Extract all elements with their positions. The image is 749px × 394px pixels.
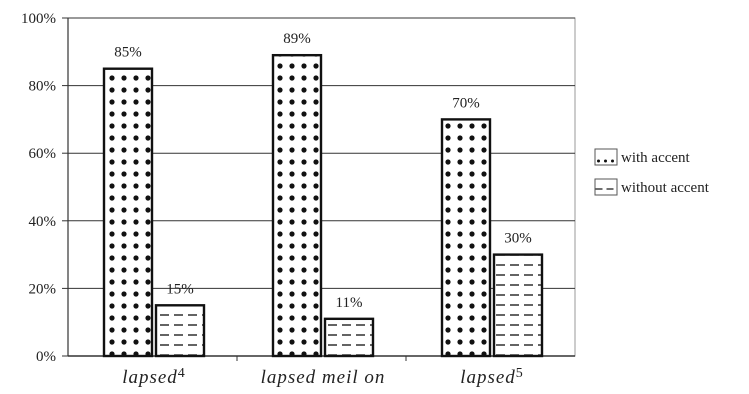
- x-axis-labels: lapsed4 lapsed meil on lapsed5: [122, 366, 524, 388]
- bar-with-accent-3: [440, 118, 492, 358]
- legend-swatch-without-accent: [594, 178, 618, 196]
- data-label: 85%: [114, 45, 142, 61]
- data-label: 15%: [166, 281, 194, 297]
- data-label: 11%: [336, 295, 363, 311]
- bar-without-accent-1: [154, 304, 206, 358]
- data-labels: 85% 15% 89% 11% 70% 30%: [114, 31, 532, 311]
- x-category-label: lapsed4: [122, 366, 186, 388]
- x-category-superscript: 5: [516, 366, 524, 381]
- bar-without-accent-2: [323, 317, 375, 358]
- data-label: 89%: [283, 31, 311, 47]
- y-axis-ticks: 0% 20% 40% 60% 80% 100%: [21, 11, 68, 365]
- legend-label: with accent: [621, 150, 691, 166]
- y-tick-label: 0%: [36, 349, 56, 365]
- legend-swatch-with-accent: [594, 148, 618, 166]
- y-tick-label: 20%: [29, 281, 57, 297]
- bars: [102, 53, 544, 358]
- x-category-label: lapsed meil on: [261, 367, 386, 388]
- bar-without-accent-3: [492, 253, 544, 358]
- y-tick-label: 100%: [21, 11, 56, 27]
- data-label: 30%: [504, 231, 532, 247]
- bar-with-accent-2: [271, 53, 323, 358]
- x-category-label: lapsed5: [460, 366, 524, 388]
- data-label: 70%: [452, 95, 480, 111]
- y-tick-label: 60%: [29, 146, 57, 162]
- y-tick-label: 80%: [29, 79, 57, 95]
- bar-with-accent-1: [102, 67, 154, 358]
- legend: with accent without accent: [594, 148, 710, 196]
- y-tick-label: 40%: [29, 214, 57, 230]
- x-category-superscript: 4: [178, 366, 186, 381]
- legend-label: without accent: [621, 180, 710, 196]
